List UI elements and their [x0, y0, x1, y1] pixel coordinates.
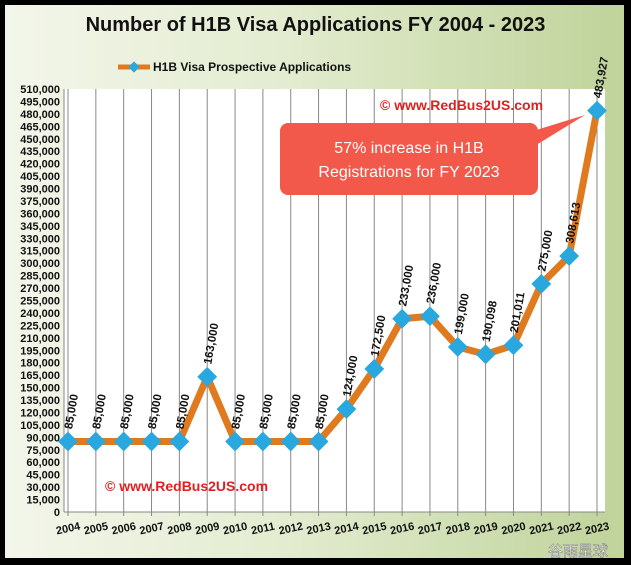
data-point — [141, 431, 162, 452]
y-tick-label: 330,000 — [20, 233, 60, 245]
watermark-top: © www.RedBus2US.com — [380, 97, 543, 113]
y-tick-label: 45,000 — [26, 470, 60, 482]
x-tick-label: 2020 — [500, 521, 526, 538]
data-point — [420, 306, 440, 327]
y-tick-label: 405,000 — [20, 171, 60, 183]
watermark-bottom: © www.RedBus2US.com — [105, 478, 268, 494]
data-point — [447, 337, 468, 357]
legend-label: H1B Visa Prospective Applications — [153, 60, 351, 74]
y-tick-label: 240,000 — [20, 308, 60, 320]
data-point — [475, 344, 496, 365]
callout-line-1: 57% increase in H1B — [334, 140, 483, 157]
data-point — [85, 431, 106, 452]
y-tick-label: 435,000 — [20, 146, 60, 158]
y-tick-label: 165,000 — [20, 370, 60, 382]
x-tick-label: 2019 — [473, 521, 499, 538]
y-tick-label: 210,000 — [20, 333, 60, 345]
x-tick-label: 2011 — [250, 521, 276, 538]
x-tick-label: 2006 — [111, 521, 137, 538]
data-point — [364, 359, 385, 379]
y-tick-label: 150,000 — [20, 383, 60, 395]
y-tick-label: 420,000 — [20, 159, 60, 171]
callout-box — [280, 123, 538, 195]
x-tick-label: 2013 — [306, 521, 332, 538]
y-tick-label: 450,000 — [20, 134, 60, 146]
y-tick-label: 15,000 — [26, 495, 60, 507]
x-tick-label: 2014 — [333, 520, 360, 537]
y-tick-label: 135,000 — [20, 395, 60, 407]
x-tick-label: 2004 — [55, 520, 82, 537]
overlay-watermark: 谷雨星球 — [548, 543, 608, 560]
y-tick-label: 270,000 — [20, 283, 60, 295]
data-point — [113, 431, 134, 452]
y-tick-label: 345,000 — [20, 221, 60, 233]
y-tick-label: 60,000 — [26, 457, 60, 469]
y-tick-label: 480,000 — [20, 109, 60, 121]
x-tick-label: 2017 — [417, 521, 443, 538]
data-label: 483,927 — [592, 56, 611, 99]
x-tick-label: 2005 — [83, 521, 109, 538]
data-point — [197, 366, 218, 387]
x-tick-label: 2007 — [139, 521, 165, 538]
x-tick-label: 2010 — [222, 521, 248, 538]
y-tick-label: 465,000 — [20, 121, 60, 133]
y-tick-label: 0 — [54, 507, 60, 519]
chart-title: Number of H1B Visa Applications FY 2004 … — [85, 14, 546, 36]
x-tick-label: 2009 — [194, 521, 220, 538]
y-tick-label: 510,000 — [20, 84, 60, 96]
y-tick-label: 75,000 — [26, 445, 60, 457]
y-tick-label: 360,000 — [20, 208, 60, 220]
x-tick-label: 2023 — [584, 521, 610, 538]
y-tick-label: 390,000 — [20, 184, 60, 196]
y-tick-label: 225,000 — [20, 320, 60, 332]
data-point — [336, 399, 357, 420]
x-tick-label: 2015 — [361, 521, 387, 538]
y-tick-label: 315,000 — [20, 246, 60, 258]
x-tick-label: 2012 — [278, 521, 304, 538]
data-point — [503, 335, 524, 356]
y-tick-label: 120,000 — [20, 407, 60, 419]
data-point — [280, 431, 301, 452]
y-tick-label: 375,000 — [20, 196, 60, 208]
y-tick-label: 90,000 — [26, 432, 60, 444]
x-tick-label: 2008 — [166, 521, 192, 538]
data-point — [392, 308, 413, 329]
x-tick-label: 2021 — [528, 521, 554, 538]
legend-marker — [128, 61, 140, 73]
y-tick-label: 495,000 — [20, 96, 60, 108]
data-point — [169, 431, 190, 452]
y-tick-label: 300,000 — [20, 258, 60, 270]
data-point — [531, 274, 552, 294]
callout-line-2: Registrations for FY 2023 — [318, 164, 499, 181]
y-tick-label: 180,000 — [20, 358, 60, 370]
data-point — [58, 431, 78, 452]
data-point — [225, 431, 245, 452]
y-tick-label: 195,000 — [20, 345, 60, 357]
y-tick-label: 30,000 — [26, 482, 60, 494]
y-tick-label: 285,000 — [20, 271, 60, 283]
x-tick-label: 2022 — [556, 521, 582, 538]
y-tick-label: 105,000 — [20, 420, 60, 432]
data-point — [308, 431, 329, 452]
x-tick-label: 2018 — [445, 521, 471, 538]
x-tick-label: 2016 — [389, 521, 415, 538]
y-tick-label: 255,000 — [20, 296, 60, 308]
